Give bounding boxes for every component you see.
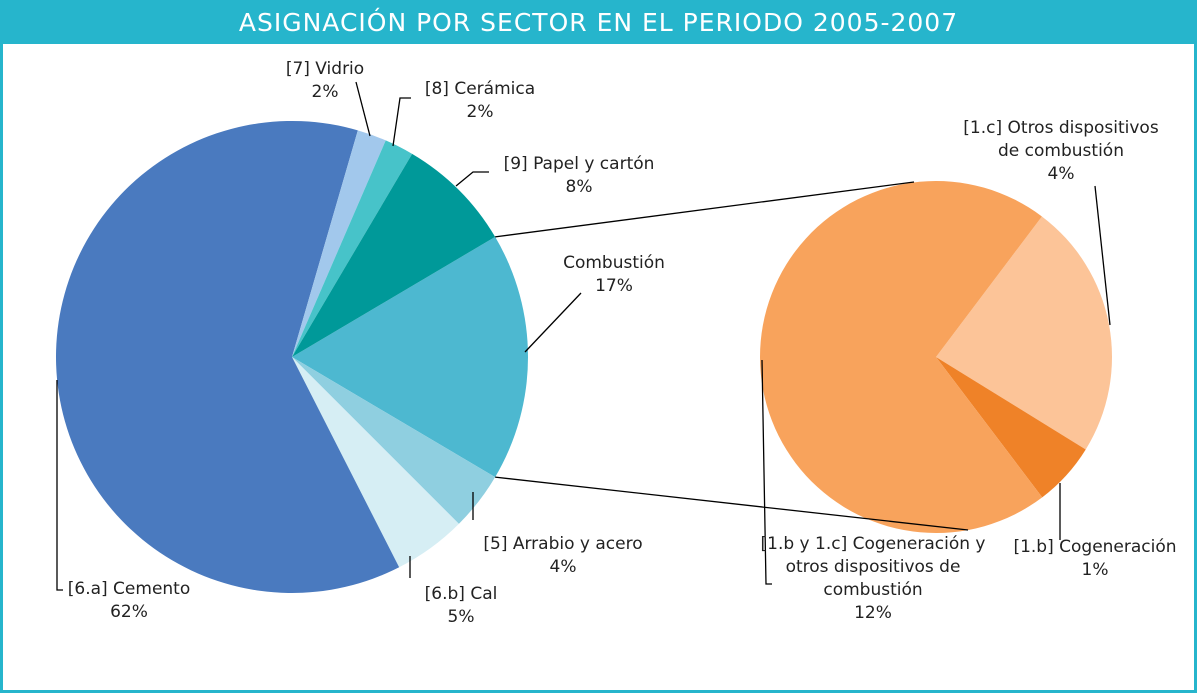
value-label: 2% xyxy=(466,102,494,122)
pie-slice xyxy=(292,140,413,357)
category-name: [5] Arrabio y acero xyxy=(483,534,643,554)
leader-line xyxy=(355,81,371,137)
pie-slice xyxy=(55,120,400,593)
slice-label: Combustión 17% xyxy=(534,252,694,298)
pie-slice xyxy=(292,130,386,357)
leader-line xyxy=(392,97,411,147)
value-label: 12% xyxy=(854,603,892,623)
slice-label: [1.c] Otros dispositivos de combustión 4% xyxy=(951,117,1171,186)
pie-slice xyxy=(292,357,496,524)
value-label: 4% xyxy=(549,557,577,577)
category-name: Combustión xyxy=(563,253,665,273)
pie-slice xyxy=(936,216,1112,450)
value-label: 5% xyxy=(447,607,475,627)
value-label: 8% xyxy=(565,177,593,197)
connector-line xyxy=(495,181,915,238)
category-name: [8] Cerámica xyxy=(424,79,536,99)
category-name: [6.a] Cemento xyxy=(67,579,191,599)
leader-line xyxy=(56,380,63,591)
category-name: [6.b] Cal xyxy=(424,584,498,604)
slice-label: [8] Cerámica 2% xyxy=(420,78,540,124)
plot xyxy=(55,81,1112,593)
slice-label: [6.a] Cemento 62% xyxy=(44,578,214,624)
pie-slice xyxy=(760,181,1043,534)
pie-slice xyxy=(292,236,528,478)
category-name: [1.b] Cogeneración xyxy=(1013,537,1177,557)
value-label: 17% xyxy=(595,276,633,296)
slice-label: [7] Vidrio 2% xyxy=(275,58,375,104)
slice-label: [1.b] Cogeneración 1% xyxy=(995,536,1195,582)
category-name: [7] Vidrio xyxy=(285,59,365,79)
slice-label: [5] Arrabio y acero 4% xyxy=(463,533,663,579)
slice-label: [9] Papel y cartón 8% xyxy=(489,153,669,199)
pie-slice xyxy=(936,357,1086,498)
slice-label: [6.b] Cal 5% xyxy=(406,583,516,629)
category-name: [1.c] Otros dispositivos de combustión xyxy=(963,118,1159,161)
value-label: 4% xyxy=(1047,164,1075,184)
value-label: 2% xyxy=(311,82,339,102)
chart-title: ASIGNACIÓN POR SECTOR EN EL PERIODO 2005… xyxy=(3,0,1194,44)
leader-line xyxy=(1094,185,1111,326)
leader-line xyxy=(524,292,582,353)
slice-label: [1.b y 1.c] Cogeneración y otros disposi… xyxy=(758,533,988,625)
connector-line xyxy=(495,476,969,531)
category-name: [1.b y 1.c] Cogeneración y otros disposi… xyxy=(760,534,986,600)
value-label: 62% xyxy=(110,602,148,622)
leader-line xyxy=(761,359,772,585)
value-label: 1% xyxy=(1081,560,1109,580)
category-name: [9] Papel y cartón xyxy=(503,154,655,174)
leader-line xyxy=(455,171,489,187)
pie-slice xyxy=(292,153,496,357)
pie-slice xyxy=(292,357,459,568)
